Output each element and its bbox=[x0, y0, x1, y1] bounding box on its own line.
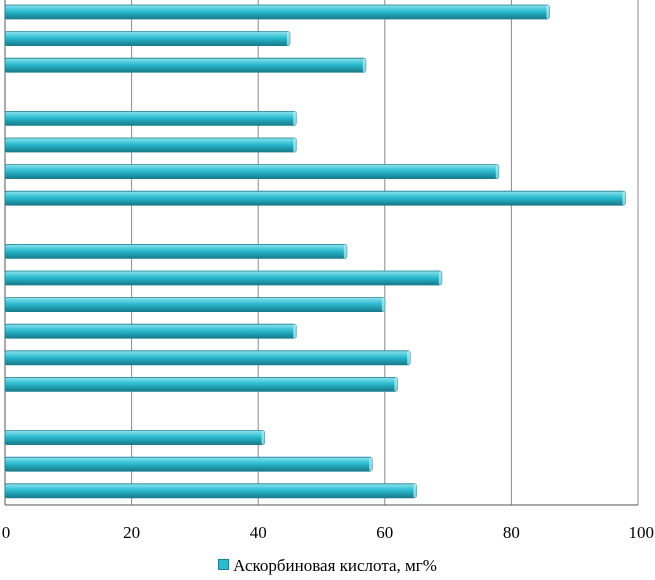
bar-18 bbox=[4, 483, 417, 499]
legend: Аскорбиновая кислота, мг% bbox=[0, 556, 655, 576]
legend-swatch-icon bbox=[218, 559, 230, 570]
bar-cap-6 bbox=[495, 164, 499, 179]
bar-1 bbox=[4, 31, 291, 47]
bar-7 bbox=[4, 190, 626, 206]
bar-cap-1 bbox=[286, 31, 290, 46]
bar-cap-9 bbox=[343, 244, 347, 259]
bar-0 bbox=[4, 4, 550, 20]
bar-13 bbox=[4, 350, 411, 366]
bar-cap-11 bbox=[381, 297, 385, 312]
x-tick-label-60: 60 bbox=[376, 523, 393, 542]
legend-label: Аскорбиновая кислота, мг% bbox=[233, 556, 437, 575]
bar-cap-7 bbox=[622, 191, 626, 206]
x-tick-label-0: 0 bbox=[2, 523, 11, 542]
bar-cap-14 bbox=[394, 377, 398, 392]
bar-2 bbox=[4, 57, 367, 73]
bar-16 bbox=[4, 430, 265, 446]
gridlines bbox=[4, 0, 639, 506]
bar-12 bbox=[4, 323, 297, 339]
bar-cap-12 bbox=[293, 324, 297, 339]
bar-11 bbox=[4, 297, 386, 313]
bar-14 bbox=[4, 376, 398, 392]
bar-17 bbox=[4, 456, 373, 472]
bar-9 bbox=[4, 243, 348, 259]
bar-6 bbox=[4, 164, 500, 180]
bars bbox=[4, 4, 626, 499]
bar-cap-5 bbox=[293, 138, 297, 152]
bar-cap-16 bbox=[261, 430, 265, 445]
bar-cap-0 bbox=[546, 5, 550, 19]
bar-cap-2 bbox=[362, 58, 366, 73]
bar-cap-17 bbox=[369, 457, 373, 472]
bar-cap-13 bbox=[407, 350, 411, 365]
bar-5 bbox=[4, 137, 297, 153]
bar-10 bbox=[4, 270, 443, 286]
bar-cap-18 bbox=[413, 483, 417, 498]
x-tick-label-20: 20 bbox=[123, 523, 140, 542]
bar-cap-10 bbox=[438, 271, 442, 285]
x-tick-label-80: 80 bbox=[503, 523, 520, 542]
x-tick-label-100: 100 bbox=[629, 523, 655, 542]
bar-4 bbox=[4, 111, 297, 126]
x-tick-label-40: 40 bbox=[250, 523, 267, 542]
x-axis-ticks: 0 20 40 60 80 100 bbox=[2, 523, 654, 542]
bar-cap-4 bbox=[293, 111, 297, 126]
